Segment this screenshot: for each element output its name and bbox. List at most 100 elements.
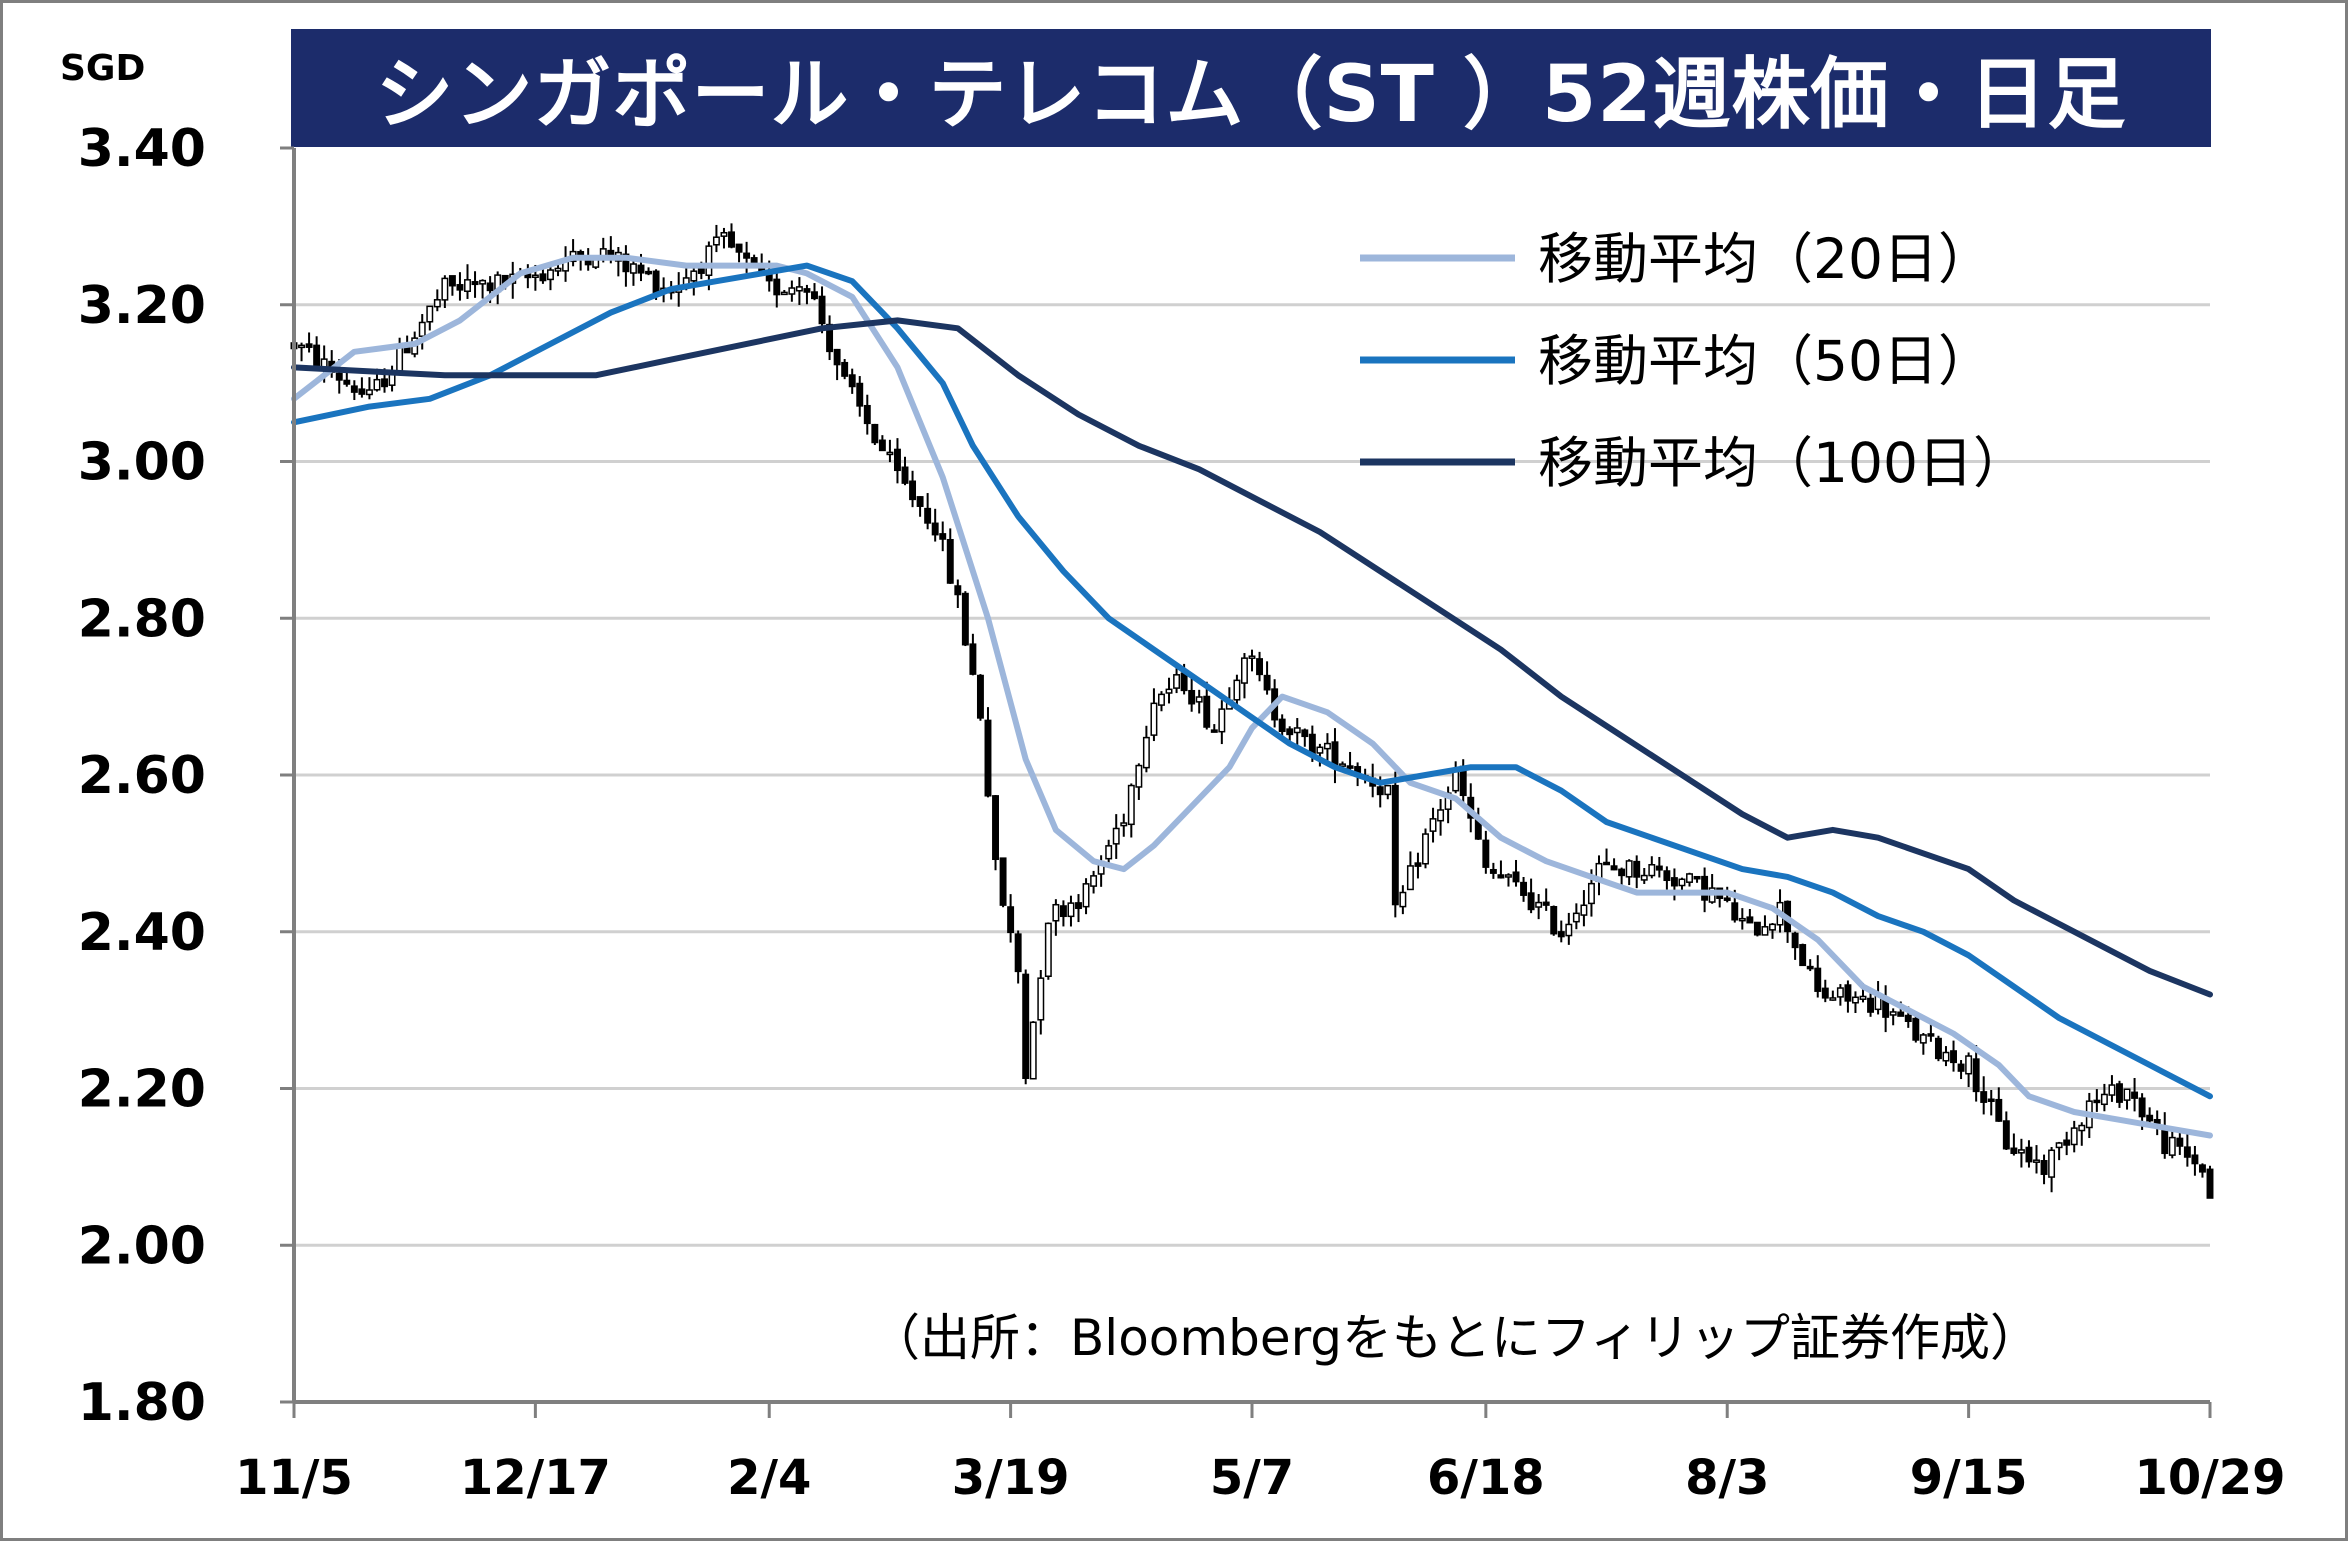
candle-body [1278,718,1286,733]
candle-body [1195,696,1203,703]
candle-body [1738,917,1746,922]
candle-body [1376,786,1384,796]
candle-body [931,522,939,536]
candle-body [1399,891,1407,908]
candle-body [1158,693,1165,706]
candle-body [1120,822,1128,827]
candle-body [1625,860,1633,878]
candle-body [1406,865,1414,891]
candle-body [2183,1146,2191,1158]
candle-body [2146,1114,2154,1122]
x-tick-label: 5/7 [1210,1450,1294,1506]
candle-body [871,423,879,444]
candle-body [637,264,645,274]
candle-body [1851,996,1859,1004]
y-tick-label: 3.20 [78,276,206,336]
candle-body [1572,912,1580,923]
y-tick-label: 2.60 [78,746,206,806]
candle-body [479,279,487,285]
grid-lines [294,303,2210,1247]
candle-body [2176,1137,2184,1147]
candle-body [1867,997,1875,1013]
legend-ma20-label: 移動平均（20日） [1538,227,1993,291]
candle-body [1248,655,1256,659]
candle-body [1934,1037,1942,1060]
candle-body [1927,1033,1935,1037]
candle-body [1256,658,1264,676]
candle-body [1263,674,1271,691]
candle-body [2033,1159,2040,1163]
candle-body [1919,1034,1927,1044]
candle-body [946,539,954,584]
candle-body [645,270,653,275]
candle-body [969,643,977,675]
candle-body [1844,984,1852,1002]
candle-body [2206,1168,2214,1199]
candle-body [2048,1149,2056,1178]
candle-body [1889,1011,1897,1016]
candle-body [1972,1058,1980,1093]
candle-body [1059,905,1067,918]
candle-body [350,385,358,393]
candle-body [1037,977,1045,1021]
candle-body [1957,1063,1965,1072]
candle-body [803,288,811,293]
candle-body [2168,1136,2176,1156]
candle-body [1240,657,1248,684]
candle-body [426,305,434,323]
candle-body [1746,916,1754,924]
candle-body [1173,674,1181,689]
candle-body [856,382,864,407]
candle-body [1112,827,1120,845]
candle-body [878,439,886,452]
candle-body [1437,809,1445,822]
candle-body [2131,1091,2139,1099]
candle-body [1233,679,1241,701]
candle-body [373,378,381,391]
y-tick-label: 2.20 [78,1060,206,1120]
candle-body [1701,875,1709,901]
candle-body [954,585,962,596]
candle-body [1686,873,1693,883]
y-tick-labels: 3.40 3.20 3.00 2.80 2.60 2.40 2.20 2.00 1.80 [78,119,206,1433]
candle-body [1022,973,1030,1079]
candle-body [916,496,924,507]
candle-body [780,291,788,296]
candle-body [1165,688,1173,694]
candle-body [1014,933,1022,973]
candle-body [1422,833,1429,865]
candle-body [1942,1051,1950,1062]
x-tick-labels: 11/5 12/17 2/4 3/19 5/7 6/18 8/3 9/15 10/29 [235,1450,2285,1506]
candle-body [841,361,849,377]
candle-body [531,274,539,278]
candle-body [1316,746,1324,754]
candle-body [2138,1097,2146,1118]
candle-body [728,231,735,248]
candle-body [712,236,720,246]
candle-body [2123,1088,2131,1101]
candle-body [1980,1091,1988,1103]
candle-body [1210,729,1218,733]
candle-body [1029,1021,1037,1080]
candle-body [1286,728,1294,736]
x-tick-label: 10/29 [2134,1450,2285,1506]
candle-body [863,404,871,425]
moving-average-lines [291,254,2213,1139]
y-axis-unit: SGD [60,48,146,89]
candle-body [1693,875,1701,880]
x-tick-label: 8/3 [1685,1450,1769,1506]
candle-body [464,279,471,292]
candle-body [1904,1014,1912,1023]
x-tick-label: 12/17 [460,1450,611,1506]
candle-body [1633,860,1641,878]
candle-body [1648,864,1656,877]
candle-body [1640,874,1648,881]
candle-body [720,232,728,237]
candle-body [1723,897,1731,901]
x-tick-label: 3/19 [952,1450,1070,1506]
y-tick-label: 1.80 [78,1373,206,1433]
candle-body [313,344,321,369]
candle-body [305,343,313,348]
candle-body [992,795,999,861]
candle-body [924,507,932,524]
